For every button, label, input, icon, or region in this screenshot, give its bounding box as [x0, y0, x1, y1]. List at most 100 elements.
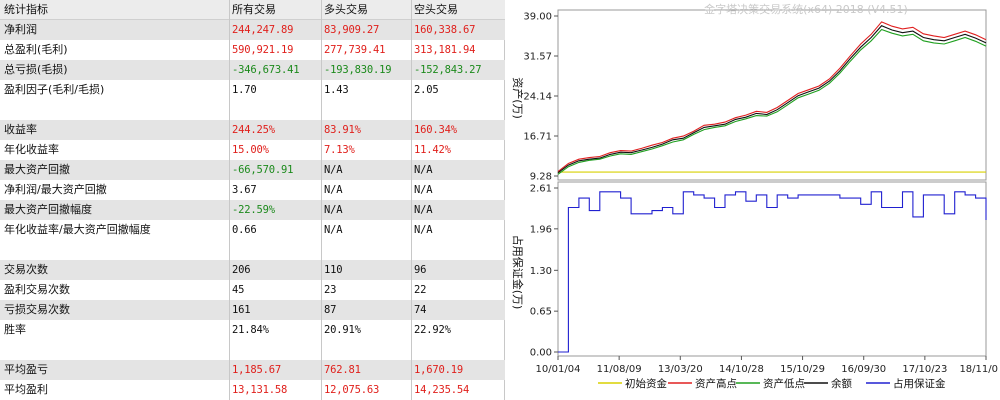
metric-value: 2.05 — [414, 84, 439, 96]
metric-value: 22.92% — [414, 324, 451, 336]
column-divider — [321, 360, 322, 380]
metric-value — [232, 240, 318, 260]
column-header-2[interactable]: 多头交易 — [324, 3, 368, 16]
column-divider — [411, 200, 412, 220]
metric-value — [324, 100, 410, 120]
metric-label: 交易次数 — [4, 263, 48, 276]
metric-value: N/A — [324, 164, 343, 176]
column-divider — [411, 80, 412, 100]
metric-label: 净利润 — [4, 23, 37, 36]
column-divider — [411, 380, 412, 400]
metric-label: 最大资产回撤 — [4, 163, 70, 176]
y-tick-label: 39.00 — [523, 12, 552, 23]
metric-value: -152,843.27 — [414, 64, 482, 76]
equity-chart: 金字塔决策交易系统(x64) 2018 (V4.51) 39.00 31.57 24.… — [511, 2, 998, 390]
column-divider — [411, 220, 412, 240]
column-divider — [321, 160, 322, 180]
column-divider — [229, 200, 230, 220]
y-tick-label: 1.30 — [530, 266, 552, 277]
column-divider — [229, 0, 230, 20]
column-divider — [229, 360, 230, 380]
column-divider — [229, 40, 230, 60]
table-row: 总盈利(毛利) 590,921.19 277,739.41 313,181.94 — [0, 40, 505, 60]
column-header-3[interactable]: 空头交易 — [414, 3, 458, 16]
metric-value: N/A — [414, 224, 433, 236]
metric-label: 年化收益率 — [4, 143, 59, 156]
table-row — [0, 100, 505, 120]
table-row: 交易次数 206 110 96 — [0, 260, 505, 280]
metric-label: 年化收益率/最大资产回撤幅度 — [4, 223, 151, 236]
column-divider — [229, 380, 230, 400]
metric-value: 1,670.19 — [414, 364, 463, 376]
column-divider — [321, 260, 322, 280]
column-divider — [229, 180, 230, 200]
metric-value: 313,181.94 — [414, 44, 476, 56]
metric-label: 盈利因子(毛利/毛损) — [4, 83, 105, 96]
metric-label: 最大资产回撤幅度 — [4, 203, 92, 216]
column-divider — [229, 160, 230, 180]
metric-value: N/A — [414, 164, 433, 176]
metric-value — [414, 340, 502, 360]
legend-label: 资产低点 — [763, 377, 805, 390]
metric-value: -66,570.91 — [232, 164, 294, 176]
table-row — [0, 340, 505, 360]
metric-value: 206 — [232, 264, 251, 276]
metric-value: 244,247.89 — [232, 24, 294, 36]
metric-value: 22 — [414, 284, 427, 296]
column-divider — [229, 220, 230, 240]
column-divider — [321, 300, 322, 320]
column-divider — [411, 120, 412, 140]
column-divider — [411, 40, 412, 60]
metric-label: 总盈利(毛利) — [4, 43, 68, 56]
column-header-0[interactable]: 统计指标 — [4, 3, 48, 16]
column-divider — [321, 280, 322, 300]
column-divider — [411, 0, 412, 20]
statistics-table: 统计指标 所有交易 多头交易 空头交易 净利润 244,247.89 83,909.27 16… — [0, 0, 505, 400]
metric-value: 7.13% — [324, 144, 355, 156]
y-tick-label: 0.00 — [530, 348, 552, 359]
metric-value: 96 — [414, 264, 427, 276]
metric-value: -193,830.19 — [324, 64, 392, 76]
metric-value: 20.91% — [324, 324, 361, 336]
table-row: 总亏损(毛损) -346,673.41 -193,830.19 -152,843.27 — [0, 60, 505, 80]
metric-value: 12,075.63 — [324, 384, 380, 396]
metric-value: 14,235.54 — [414, 384, 470, 396]
metric-value: 87 — [324, 304, 337, 316]
table-row: 亏损交易次数 161 87 74 — [0, 300, 505, 320]
metric-label: 平均盈亏 — [4, 363, 48, 376]
metric-label — [4, 240, 229, 260]
x-tick-label: 18/11/0 — [959, 364, 998, 375]
metric-label: 平均盈利 — [4, 383, 48, 396]
series-line-2 — [557, 28, 987, 175]
metric-value: 23 — [324, 284, 337, 296]
table-header-row: 统计指标 所有交易 多头交易 空头交易 — [0, 0, 505, 20]
series-line-3 — [557, 25, 987, 174]
column-divider — [229, 140, 230, 160]
metric-label: 盈利交易次数 — [4, 283, 70, 296]
metric-value — [232, 340, 318, 360]
lower-plot-frame — [557, 181, 987, 357]
metric-value: 277,739.41 — [324, 44, 386, 56]
column-divider — [321, 220, 322, 240]
table-row: 收益率 244.25% 83.91% 160.34% — [0, 120, 505, 140]
table-row: 最大资产回撤幅度 -22.59% N/A N/A — [0, 200, 505, 220]
metric-value: 590,921.19 — [232, 44, 294, 56]
metric-value: 160,338.67 — [414, 24, 476, 36]
x-tick-label: 13/03/20 — [658, 364, 703, 375]
metric-label: 胜率 — [4, 323, 26, 336]
column-divider — [229, 260, 230, 280]
column-header-1[interactable]: 所有交易 — [232, 3, 276, 16]
metric-value: 13,131.58 — [232, 384, 288, 396]
metric-value: 110 — [324, 264, 343, 276]
column-divider — [229, 320, 230, 340]
column-divider — [411, 300, 412, 320]
metric-label: 收益率 — [4, 123, 37, 136]
column-divider — [321, 200, 322, 220]
column-divider — [321, 100, 322, 120]
lower-axis-label: 占用保证金(万) — [511, 235, 525, 310]
column-divider — [321, 0, 322, 20]
table-row: 年化收益率 15.00% 7.13% 11.42% — [0, 140, 505, 160]
y-tick-label: 24.14 — [523, 92, 552, 103]
column-divider — [229, 120, 230, 140]
legend-label: 资产高点 — [695, 377, 737, 390]
